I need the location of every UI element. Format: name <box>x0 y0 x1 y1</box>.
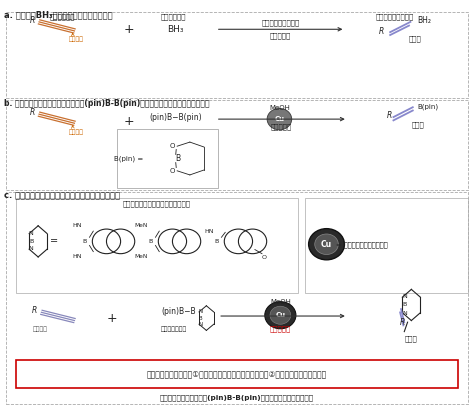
Text: 末端アルキン: 末端アルキン <box>50 13 75 20</box>
Text: (pin)B−B: (pin)B−B <box>162 307 196 316</box>
Text: R: R <box>386 112 392 120</box>
Text: 内部選択性: 内部選択性 <box>270 325 291 332</box>
Text: N: N <box>29 246 34 251</box>
Text: B: B <box>82 239 87 244</box>
Text: 直鎖型: 直鎖型 <box>412 121 425 128</box>
Bar <box>117 128 218 188</box>
Text: 逆マルコフニコフ則: 逆マルコフニコフ則 <box>261 20 300 26</box>
Text: +: + <box>123 115 134 128</box>
Bar <box>16 360 458 388</box>
Text: 課題：非対称ジボロンは(pin)B-B(pin)から別途合成を必要とする: 課題：非対称ジボロンは(pin)B-B(pin)から別途合成を必要とする <box>160 395 314 401</box>
Text: B: B <box>215 239 219 244</box>
Text: +: + <box>123 23 134 36</box>
Circle shape <box>267 109 292 130</box>
Text: R: R <box>379 27 384 36</box>
Circle shape <box>309 229 345 260</box>
Text: = 高い配位子を持つ銅触媒: = 高い配位子を持つ銅触媒 <box>336 241 388 247</box>
Text: 末端選択性: 末端選択性 <box>270 123 292 130</box>
Text: N: N <box>402 311 407 316</box>
Text: N: N <box>402 294 407 299</box>
Text: 分岐型: 分岐型 <box>405 335 418 342</box>
Text: 末端炭素: 末端炭素 <box>68 129 83 135</box>
Text: =: = <box>50 236 58 247</box>
Text: ルイス酸性が抑制されたホウ素部位: ルイス酸性が抑制されたホウ素部位 <box>123 200 191 206</box>
Text: a. ボラン〔BH₃〕を用いたヒドロホウ素化: a. ボラン〔BH₃〕を用いたヒドロホウ素化 <box>4 10 112 19</box>
Circle shape <box>265 301 296 329</box>
Text: R: R <box>400 318 405 327</box>
Text: B: B <box>199 316 202 320</box>
Text: +: + <box>107 311 118 325</box>
Text: B(pin) =: B(pin) = <box>114 155 143 162</box>
Text: b. ビス（ピナコラート）ジボロン〔(pin)B-B(pin)〕を用いた銅触媒ヒドロホウ素化: b. ビス（ピナコラート）ジボロン〔(pin)B-B(pin)〕を用いた銅触媒ヒ… <box>4 99 210 108</box>
Text: BH₃: BH₃ <box>167 25 184 34</box>
Text: 末端選択性: 末端選択性 <box>270 33 291 39</box>
Text: HN: HN <box>72 254 82 259</box>
Text: MeOH: MeOH <box>269 104 290 111</box>
Text: 末端炭素: 末端炭素 <box>68 37 83 43</box>
Text: B(pin): B(pin) <box>417 104 438 110</box>
Text: B: B <box>149 239 153 244</box>
Text: MeN: MeN <box>134 254 147 259</box>
Text: Cu: Cu <box>275 312 285 318</box>
Text: R: R <box>30 16 36 25</box>
Text: R: R <box>31 306 36 315</box>
Text: (pin)B−B(pin): (pin)B−B(pin) <box>149 113 202 121</box>
Circle shape <box>270 306 291 324</box>
Text: O: O <box>170 168 175 174</box>
Text: Cu: Cu <box>274 116 284 122</box>
Text: O: O <box>170 143 175 149</box>
Bar <box>305 198 468 293</box>
Text: ホウ素化試薬: ホウ素化試薬 <box>161 13 186 20</box>
Text: ホウ素置換アルケン: ホウ素置換アルケン <box>376 13 414 20</box>
Text: R: R <box>30 109 36 117</box>
Bar <box>6 12 468 98</box>
Circle shape <box>315 234 338 254</box>
Text: HN: HN <box>72 223 82 228</box>
Text: HN: HN <box>204 229 213 234</box>
Text: N: N <box>199 309 203 314</box>
Text: BH₂: BH₂ <box>418 16 431 25</box>
Text: c. 非対称ジボロンを用いた銅触媒ヒドロホウ素化: c. 非対称ジボロンを用いた銅触媒ヒドロホウ素化 <box>4 191 120 200</box>
Text: 内部炭素: 内部炭素 <box>33 327 48 332</box>
Text: MeOH: MeOH <box>270 299 291 305</box>
Text: O: O <box>262 255 267 260</box>
Text: 非対称ジボロン: 非対称ジボロン <box>160 327 186 332</box>
Bar <box>6 192 468 404</box>
Text: 直鎖型: 直鎖型 <box>409 36 421 43</box>
Text: 内部選択性制御因子「①ホウ素部位のルイス酸性抑制」「②配位子の立体的嵩高さ」: 内部選択性制御因子「①ホウ素部位のルイス酸性抑制」「②配位子の立体的嵩高さ」 <box>147 369 327 378</box>
Text: Cu: Cu <box>321 240 332 249</box>
Text: N: N <box>199 322 203 327</box>
Text: B: B <box>402 302 406 307</box>
Text: B: B <box>175 154 181 163</box>
Bar <box>6 100 468 190</box>
Text: N: N <box>29 231 34 237</box>
Text: MeN: MeN <box>134 223 147 228</box>
Bar <box>16 198 298 293</box>
Text: B: B <box>29 239 33 244</box>
